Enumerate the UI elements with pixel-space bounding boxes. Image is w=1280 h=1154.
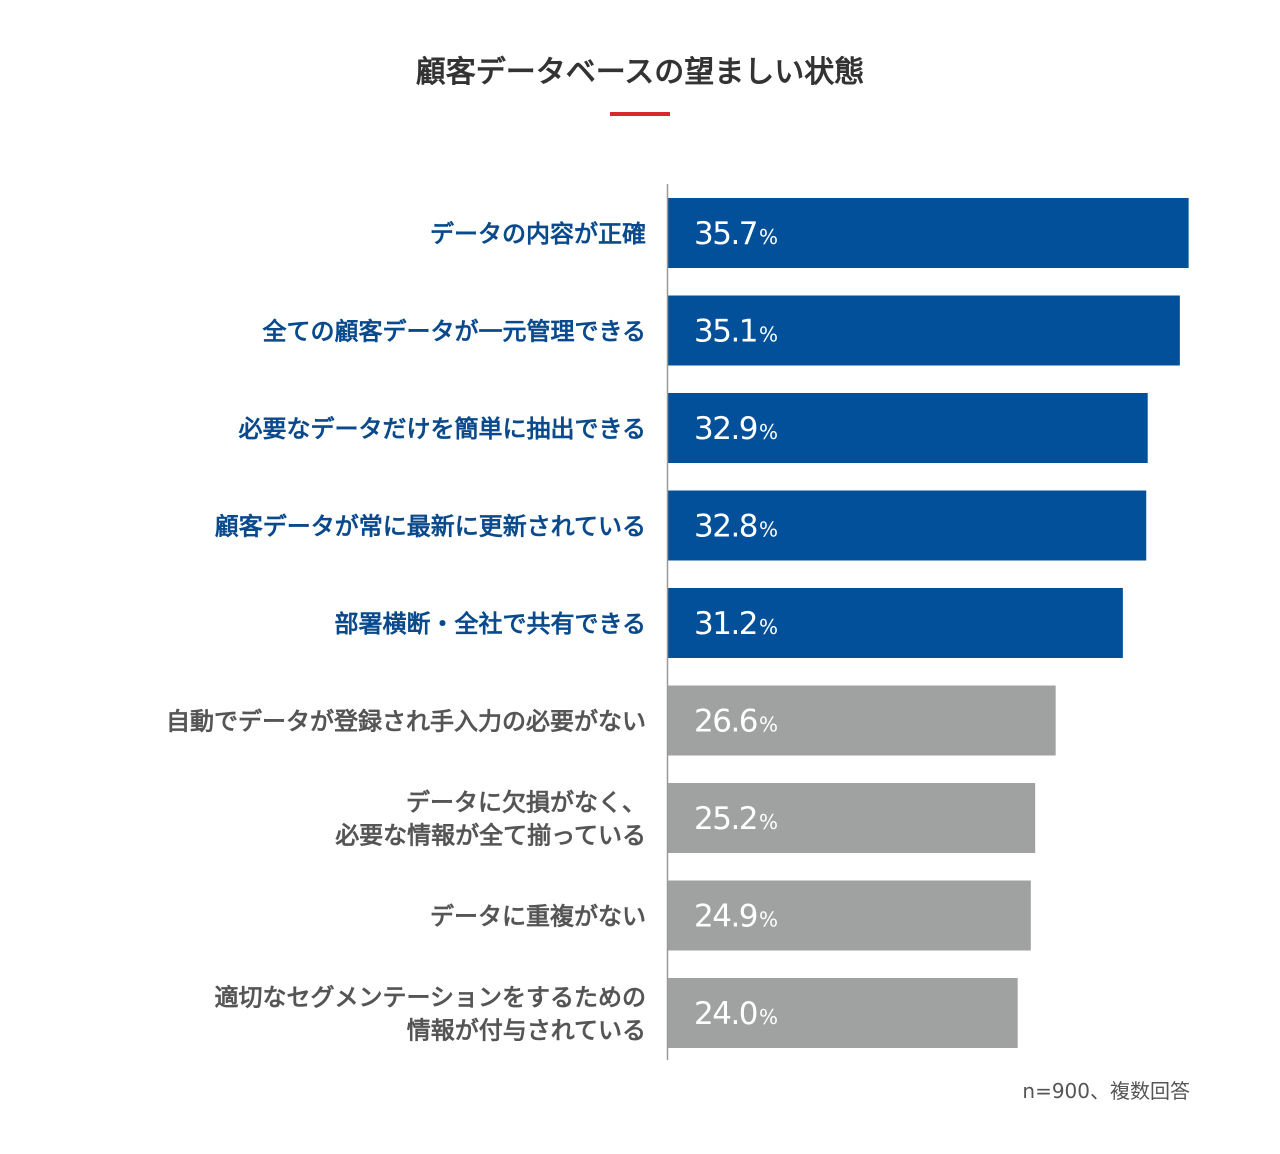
bar-1 bbox=[667, 198, 1189, 268]
category-label-6: 自動でデータが登録され手入力の必要がない bbox=[166, 708, 646, 736]
category-labels-group: データの内容が正確全ての顧客データが一元管理できる必要なデータだけを簡単に抽出で… bbox=[166, 220, 646, 1045]
category-label-7-line-1: データに欠損がなく、 bbox=[406, 789, 646, 817]
sample-note: n=900、複数回答 bbox=[1022, 1079, 1190, 1103]
bar-3 bbox=[667, 393, 1148, 463]
category-label-5: 部署横断・全社で共有できる bbox=[334, 610, 646, 638]
category-label-3: 必要なデータだけを簡単に抽出できる bbox=[238, 415, 646, 443]
category-label-4: 顧客データが常に最新に更新されている bbox=[215, 513, 646, 541]
bar-5 bbox=[667, 588, 1123, 658]
category-label-7-line-2: 必要な情報が全て揃っている bbox=[335, 822, 646, 850]
title-accent-line bbox=[610, 112, 670, 116]
chart-title: 顧客データベースの望ましい状態 bbox=[416, 55, 865, 90]
value-label-3: 32.9% bbox=[694, 411, 778, 447]
bar-8 bbox=[667, 880, 1031, 951]
bar-6 bbox=[667, 685, 1056, 756]
bars-group bbox=[667, 198, 1189, 1048]
category-label-2: 全ての顧客データが一元管理できる bbox=[261, 318, 646, 346]
value-labels-group: 35.7 %35.1 %32.9 %32.8 %31.2 %26.6 %25.2 %24.9%… bbox=[694, 216, 778, 1032]
bar-2 bbox=[667, 295, 1180, 366]
bar-4 bbox=[667, 490, 1147, 561]
category-label-8: データに重複がない bbox=[430, 903, 646, 931]
bar-7 bbox=[667, 783, 1036, 853]
category-label-9-line-1: 適切なセグメンテーションをするための bbox=[214, 984, 646, 1012]
bar-9 bbox=[667, 978, 1018, 1048]
category-label-1: データの内容が正確 bbox=[430, 220, 646, 248]
category-label-9-line-2: 情報が付与されている bbox=[407, 1017, 646, 1045]
